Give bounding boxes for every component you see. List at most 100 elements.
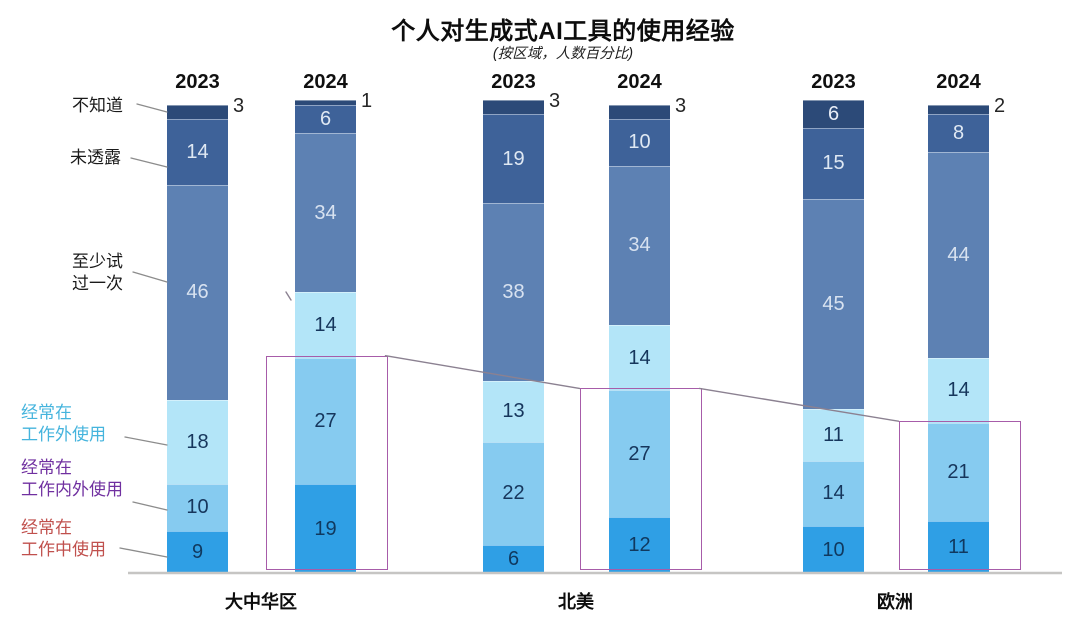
- segment-dont-know: [167, 105, 228, 120]
- segment-at-work: 10: [803, 526, 864, 573]
- leader-line-undisclosed: [130, 157, 168, 168]
- segment-value: 6: [827, 103, 840, 126]
- segment-at-work: 6: [483, 544, 544, 573]
- bar-top-value-north-america-2023: 3: [549, 90, 561, 113]
- segment-value: 14: [822, 482, 845, 505]
- leader-line-in-out-work: [132, 501, 168, 511]
- category-label-line: 经常在: [21, 458, 72, 477]
- stacked-bar-europe-2024: 8 44 14 21 11: [928, 105, 989, 573]
- highlight-box-europe: [898, 421, 1021, 570]
- category-label-line: 至少试: [72, 252, 123, 271]
- category-label-at-work: 经常在 工作中使用: [21, 517, 106, 561]
- stacked-bar-north-america-2023: 19 38 13 22 6: [483, 100, 544, 573]
- segment-value: 14: [628, 346, 651, 369]
- segment-value: 6: [507, 547, 520, 570]
- segment-value: 14: [947, 379, 970, 402]
- segment-in-out-work: 22: [483, 441, 544, 545]
- segment-dont-know: [483, 100, 544, 115]
- segment-outside-work: 13: [483, 381, 544, 442]
- leader-line-tried-once: [132, 271, 168, 283]
- segment-value: 34: [628, 234, 651, 257]
- segment-value: 45: [822, 292, 845, 315]
- segment-value: 10: [186, 496, 209, 519]
- stacked-bar-north-america-2024: 10 34 14 27 12: [609, 105, 670, 573]
- segment-value: 12: [628, 533, 651, 556]
- highlight-box-north-america: [579, 388, 702, 570]
- segment-value: 44: [947, 243, 970, 266]
- leader-line-outside-work: [124, 436, 168, 446]
- stacked-bar-europe-2023: 6 15 45 11 14 10: [803, 100, 864, 573]
- bar-top-value-greater-china-2023: 3: [233, 95, 245, 117]
- segment-tried-once: 34: [295, 133, 356, 293]
- segment-in-out-work: 14: [803, 460, 864, 527]
- category-label-undisclosed: 未透露: [70, 147, 121, 169]
- segment-at-work: 12: [609, 516, 670, 573]
- segment-value: 14: [314, 313, 337, 336]
- category-label-line: 工作内外使用: [21, 479, 123, 499]
- bar-top-value-europe-2024: 2: [994, 95, 1006, 117]
- leader-line-at-work: [119, 547, 168, 558]
- segment-dont-know: [295, 100, 356, 105]
- stacked-bar-greater-china-2024: 6 34 14 27 19: [295, 100, 356, 573]
- segment-dont-know: [609, 105, 670, 120]
- segment-outside-work: 14: [295, 292, 356, 358]
- segment-value: 8: [952, 122, 965, 145]
- segment-undisclosed: 19: [483, 114, 544, 204]
- region-label-greater-china: 大中华区: [225, 592, 297, 612]
- segment-outside-work: 11: [803, 409, 864, 461]
- category-label-outside-work: 经常在 工作外使用: [21, 402, 106, 446]
- segment-value: 11: [823, 423, 844, 446]
- segment-dont-know: [928, 105, 989, 115]
- segment-value: 15: [822, 152, 845, 175]
- segment-value: 14: [186, 140, 209, 163]
- trend-connector-line: [698, 387, 900, 422]
- segment-at-work: 9: [167, 530, 228, 573]
- year-header-north-america-2024: 2024: [617, 71, 662, 93]
- segment-value: 18: [186, 430, 209, 453]
- segment-tried-once: 45: [803, 198, 864, 410]
- segment-value: 10: [628, 131, 651, 154]
- year-header-europe-2024: 2024: [936, 71, 981, 93]
- segment-in-out-work: 27: [609, 390, 670, 517]
- segment-outside-work: 14: [928, 357, 989, 424]
- year-header-greater-china-2023: 2023: [175, 71, 220, 93]
- segment-value: 22: [502, 482, 525, 505]
- segment-tried-once: 34: [609, 165, 670, 325]
- segment-value: 10: [822, 538, 845, 561]
- segment-outside-work: 18: [167, 399, 228, 485]
- segment-value: 11: [948, 536, 969, 559]
- category-label-line: 不知道: [72, 96, 123, 115]
- bar-top-value-north-america-2024: 3: [675, 95, 687, 117]
- segment-value: 27: [628, 442, 651, 465]
- category-label-line: 经常在: [21, 518, 72, 537]
- segment-at-work: 19: [295, 484, 356, 573]
- stacked-bar-greater-china-2023: 14 46 18 10 9: [167, 105, 228, 573]
- segment-at-work: 11: [928, 521, 989, 573]
- category-label-line: 工作外使用: [21, 424, 106, 444]
- chart-subtitle: (按区域，人数百分比): [492, 46, 634, 62]
- segment-value: 27: [314, 409, 337, 432]
- segment-in-out-work: 21: [928, 423, 989, 522]
- region-label-europe: 欧洲: [877, 592, 913, 612]
- year-header-europe-2023: 2023: [811, 71, 856, 93]
- category-label-line: 工作中使用: [21, 539, 106, 559]
- segment-tried-once: 38: [483, 203, 544, 382]
- segment-value: 46: [186, 281, 209, 304]
- segment-value: 13: [502, 400, 525, 423]
- highlight-box-greater-china: [265, 355, 388, 570]
- segment-in-out-work: 27: [295, 357, 356, 485]
- segment-outside-work: 14: [609, 324, 670, 391]
- segment-value: 19: [314, 517, 337, 540]
- segment-undisclosed: 6: [295, 104, 356, 134]
- year-header-greater-china-2024: 2024: [303, 71, 348, 93]
- segment-undisclosed: 8: [928, 114, 989, 152]
- segment-value: 38: [502, 281, 525, 304]
- segment-value: 21: [947, 461, 970, 484]
- segment-undisclosed: 14: [167, 119, 228, 185]
- category-label-line: 未透露: [70, 148, 121, 167]
- segment-tried-once: 46: [167, 184, 228, 400]
- category-label-dont-know: 不知道: [72, 95, 123, 117]
- category-label-tried-once: 至少试 过一次: [72, 251, 123, 295]
- segment-value: 6: [319, 108, 332, 131]
